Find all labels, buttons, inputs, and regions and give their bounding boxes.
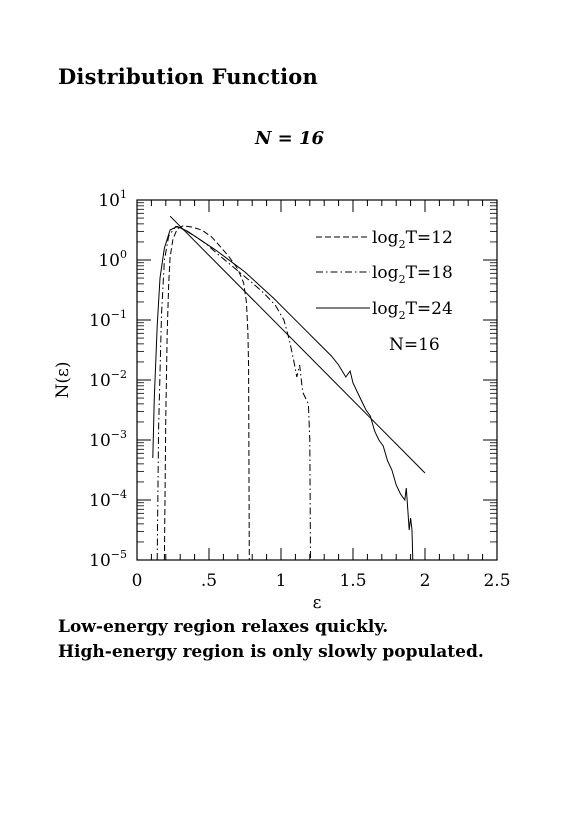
legend-label-1: log2T=18 [372, 263, 453, 286]
legend-note: N=16 [389, 335, 440, 355]
chart-title: N = 16 [254, 128, 325, 149]
x-tick-label: 1.5 [339, 571, 366, 591]
x-tick-label: 1 [276, 571, 287, 591]
caption-line-2: High-energy region is only slowly popula… [58, 642, 484, 662]
caption-line-1: Low-energy region relaxes quickly. [58, 617, 389, 637]
page-heading: Distribution Function [58, 64, 318, 89]
y-tick-label: 101 [98, 188, 127, 211]
series-line-1 [156, 225, 311, 561]
y-tick-label: 100 [98, 248, 127, 271]
legend-label-0: log2T=12 [372, 228, 453, 251]
y-tick-label: 10−2 [89, 368, 127, 391]
series-line-3 [169, 215, 426, 474]
series-line-0 [163, 225, 250, 561]
y-tick-label: 10−1 [89, 308, 127, 331]
x-axis-label: ε [313, 593, 322, 613]
plot-frame [136, 199, 498, 561]
y-axis-label: N(ε) [53, 362, 73, 399]
y-tick-label: 10−4 [89, 488, 127, 511]
x-tick-label: 2.5 [483, 571, 510, 591]
series-line-2 [152, 225, 414, 561]
y-tick-label: 10−5 [89, 548, 127, 571]
x-tick-label: 0 [132, 571, 143, 591]
x-tick-label: 2 [420, 571, 431, 591]
x-tick-label: .5 [201, 571, 217, 591]
legend-label-2: log2T=24 [372, 299, 453, 322]
y-tick-label: 10−3 [89, 428, 127, 451]
